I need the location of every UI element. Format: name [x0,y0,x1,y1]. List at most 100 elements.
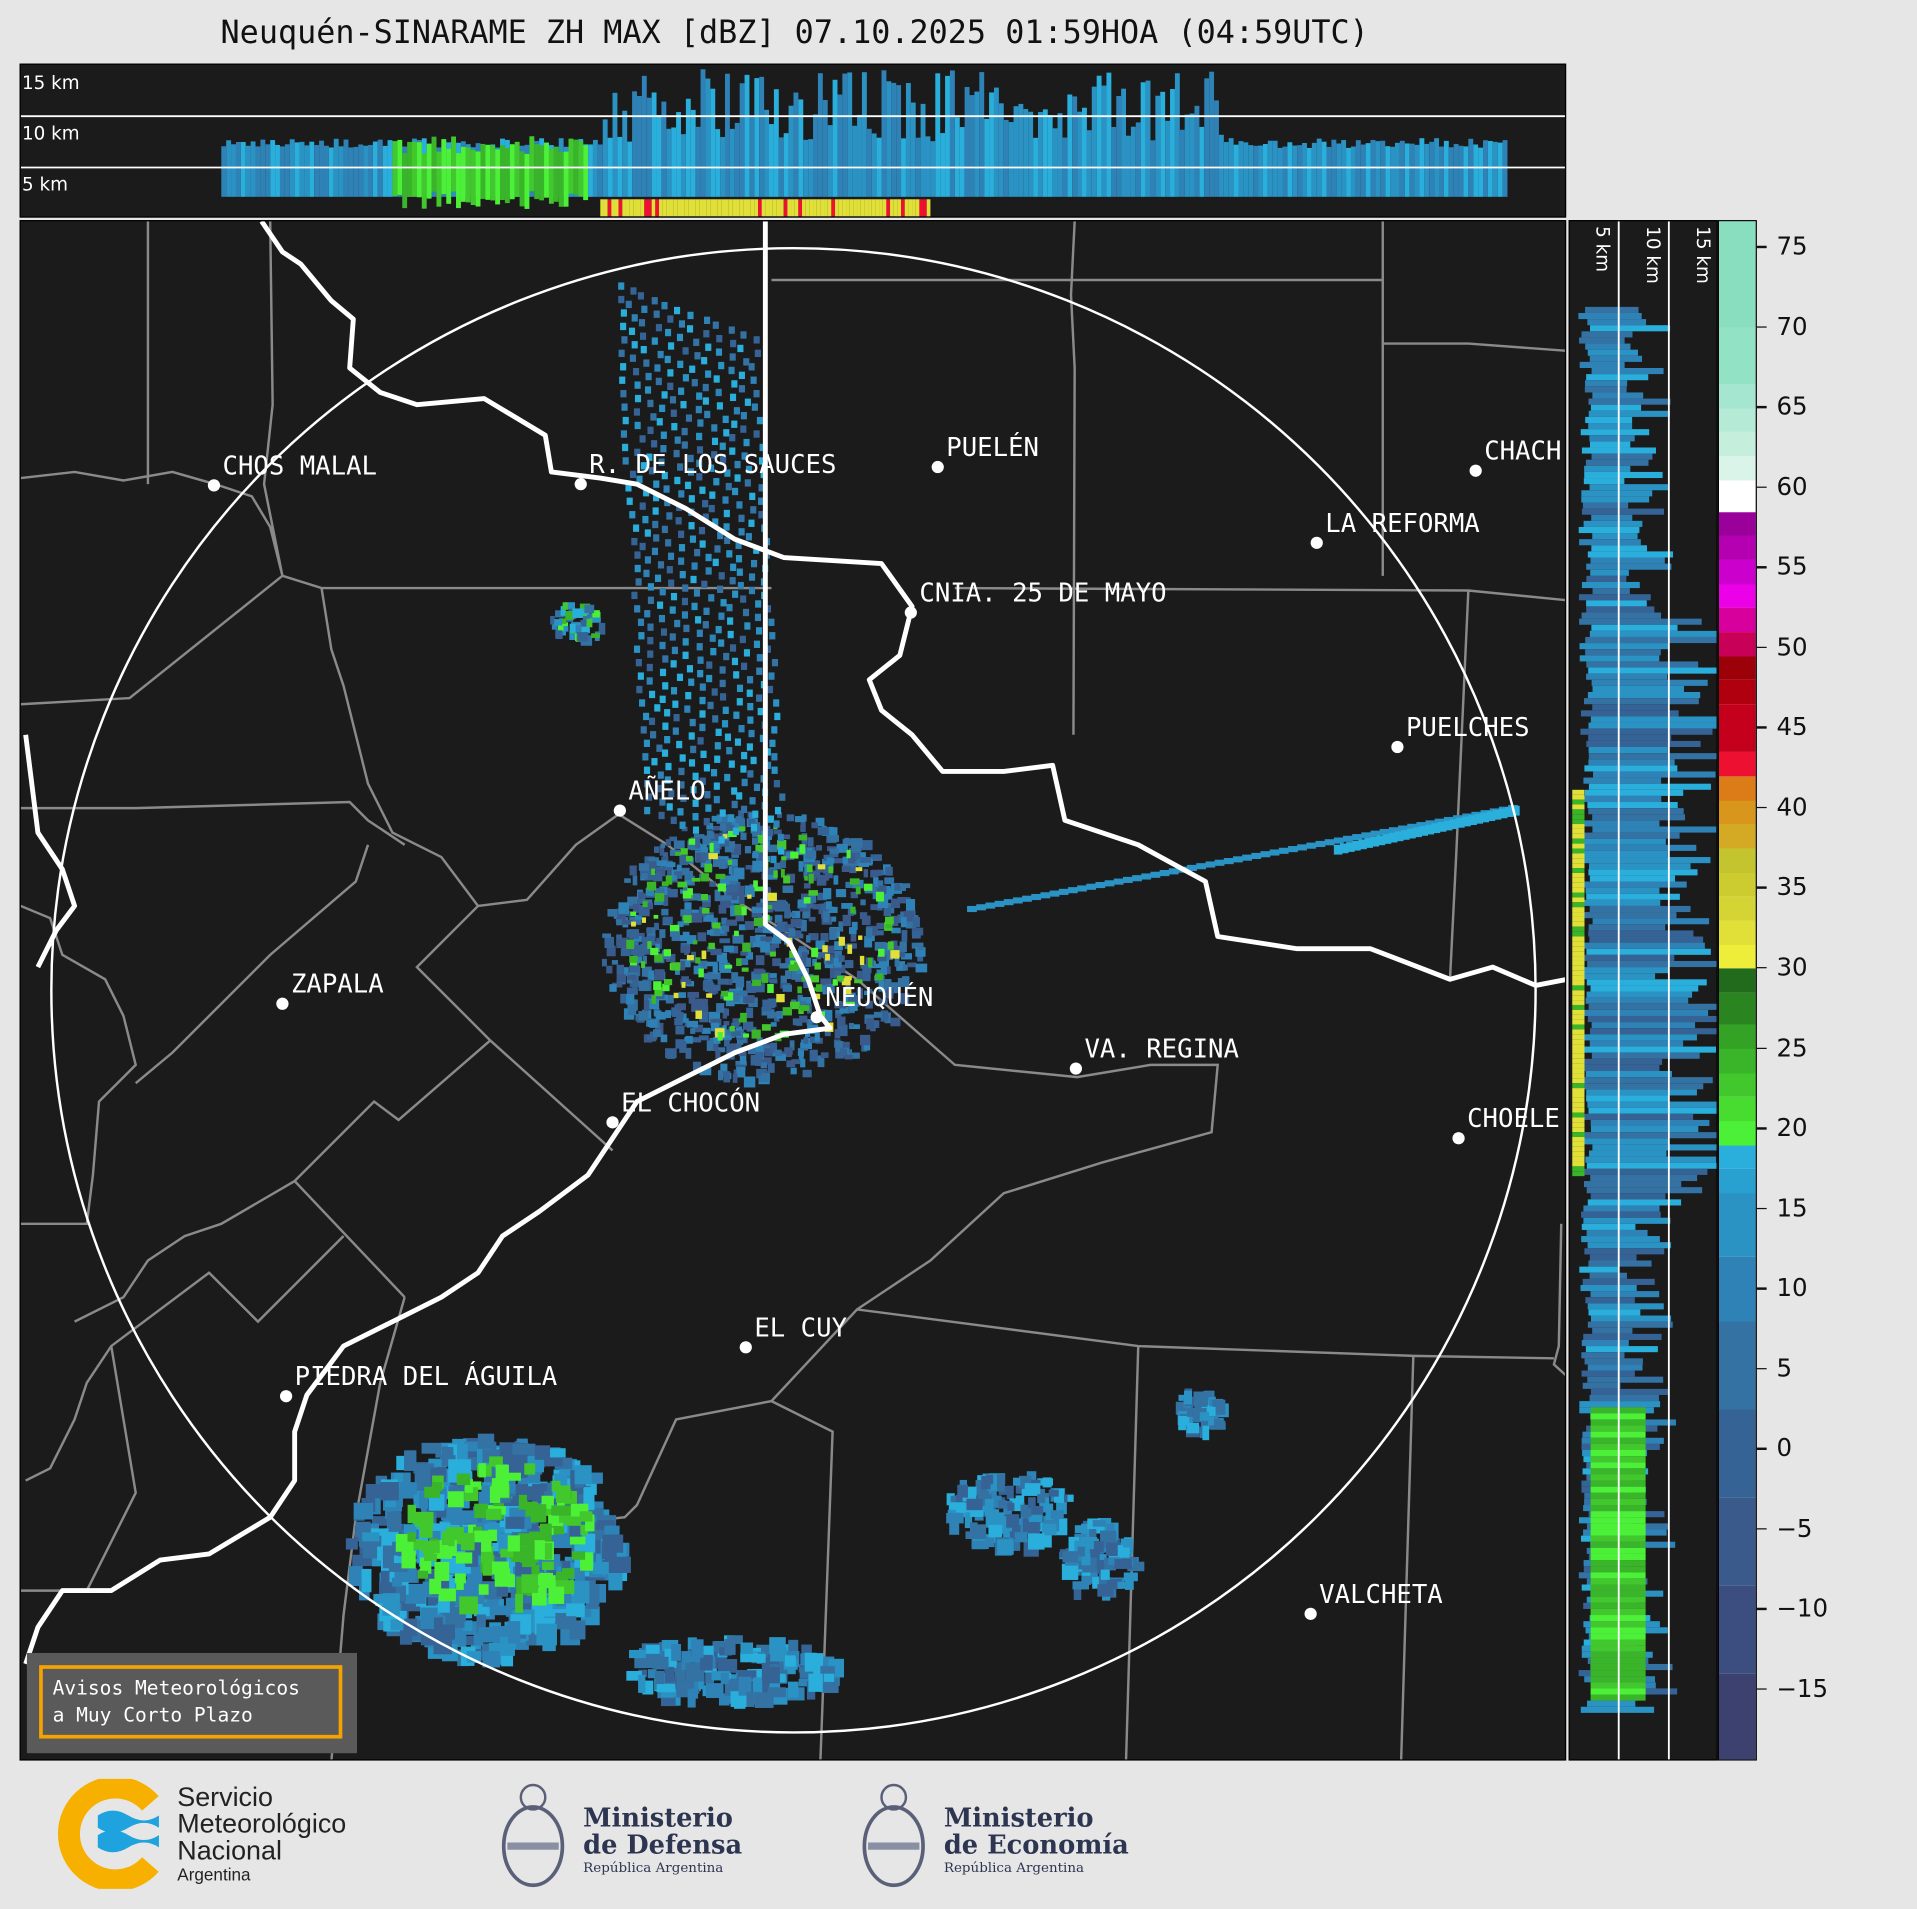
echo-cell [638,319,646,327]
echo-cell [620,390,627,398]
echo-cell [434,1561,450,1581]
echo-cell [802,1069,812,1078]
profile-cell [1160,91,1166,197]
colorbar-band [1718,1409,1756,1498]
echo-cell [699,486,706,494]
echo-cell [769,632,776,640]
echo-cell [734,994,746,1005]
echo-cell [726,747,733,755]
echo-cell [824,864,830,873]
echo-cell [1020,1504,1032,1517]
echo-cell [509,1550,521,1559]
echo-cell [844,837,850,845]
colorbar-band [1718,775,1756,801]
profile-cell [1582,881,1687,888]
echo-cell [733,867,745,880]
echo-cell [474,1503,489,1519]
echo-cell [650,947,659,956]
echo-cell [1474,813,1484,824]
echo-cell [404,1450,417,1471]
profile-cell [882,199,887,217]
echo-cell [707,701,714,710]
echo-cell [678,767,685,776]
echo-cell [703,817,710,826]
profile-cell [783,133,789,197]
profile-cell [813,114,818,197]
echo-cell [393,1472,404,1491]
profile-cell [1585,649,1661,656]
echo-cell [797,1048,805,1056]
echo-cell [784,924,794,932]
echo-cell [876,922,886,930]
echo-cell [575,624,582,634]
profile-cell [1580,728,1713,735]
echo-cell [404,1583,426,1604]
echo-cell [706,661,713,669]
echo-cell [420,1557,432,1574]
echo-cell [981,1475,991,1490]
echo-cell [644,529,651,537]
echo-cell [616,974,627,983]
echo-cell [553,1526,565,1535]
echo-cell [700,1654,713,1671]
echo-cell [1003,1507,1012,1516]
echo-cell [741,967,749,972]
echo-cell [724,469,731,477]
echo-cell [795,816,805,823]
echo-cell [692,813,699,821]
echo-cell [723,523,730,531]
echo-cell [665,862,676,868]
echo-cell [756,627,763,635]
profile-cell [1282,146,1288,197]
profile-cell [1591,368,1664,375]
echo-cell [825,953,830,961]
echo-cell [716,952,728,962]
echo-cell [386,1511,402,1532]
echo-cell [733,885,745,897]
colorbar-band [1718,751,1756,777]
warning-box-label[interactable]: Avisos Meteorológicos a Muy Corto Plazo [39,1665,343,1739]
echo-cell [655,943,661,953]
profile-cell [1581,1352,1625,1359]
echo-cell [726,919,738,926]
echo-cell [542,1561,554,1570]
colorbar-tick-label: −10 [1776,1593,1829,1623]
echo-cell [459,1596,478,1615]
echo-cell [456,1443,468,1467]
profile-cell [1584,471,1663,479]
echo-cell [692,1024,704,1033]
profile-cell [622,199,626,217]
echo-cell [635,658,642,667]
echo-cell [702,835,712,846]
profile-cell [1581,496,1650,503]
echo-cell [630,911,637,917]
colorbar-tick [1756,1127,1767,1130]
echo-cell [534,1540,545,1560]
echo-cell [720,693,727,701]
profile-cell [849,199,854,217]
profile-cell [1072,96,1078,197]
profile-cell [1581,1211,1661,1218]
profile-cell [700,69,706,197]
profile-cell [1578,526,1640,534]
top-height-profile-panel: 15 km 10 km 5 km [19,63,1567,218]
echo-cell [984,1498,994,1516]
profile-cell [776,199,781,217]
echo-cell [507,1454,528,1478]
profile-cell [1572,877,1585,883]
echo-cell [540,1575,556,1589]
profile-cell [1588,759,1675,766]
profile-cell [910,102,916,197]
warning-box[interactable]: Avisos Meteorológicos a Muy Corto Plazo [26,1652,357,1754]
echo-cell [788,964,798,972]
echo-cell [572,608,583,618]
radar-map-panel[interactable]: CHOS MALAL R. DE LOS SAUCES PUELÉN CHACH LA … [19,220,1567,1761]
city-dot-icon [1469,464,1482,477]
echo-cell [371,1516,388,1526]
echo-cell [779,860,787,869]
profile-cell [1581,857,1711,864]
colorbar-tick [1756,1367,1767,1370]
echo-cell [805,850,817,860]
echo-cell [753,336,760,344]
